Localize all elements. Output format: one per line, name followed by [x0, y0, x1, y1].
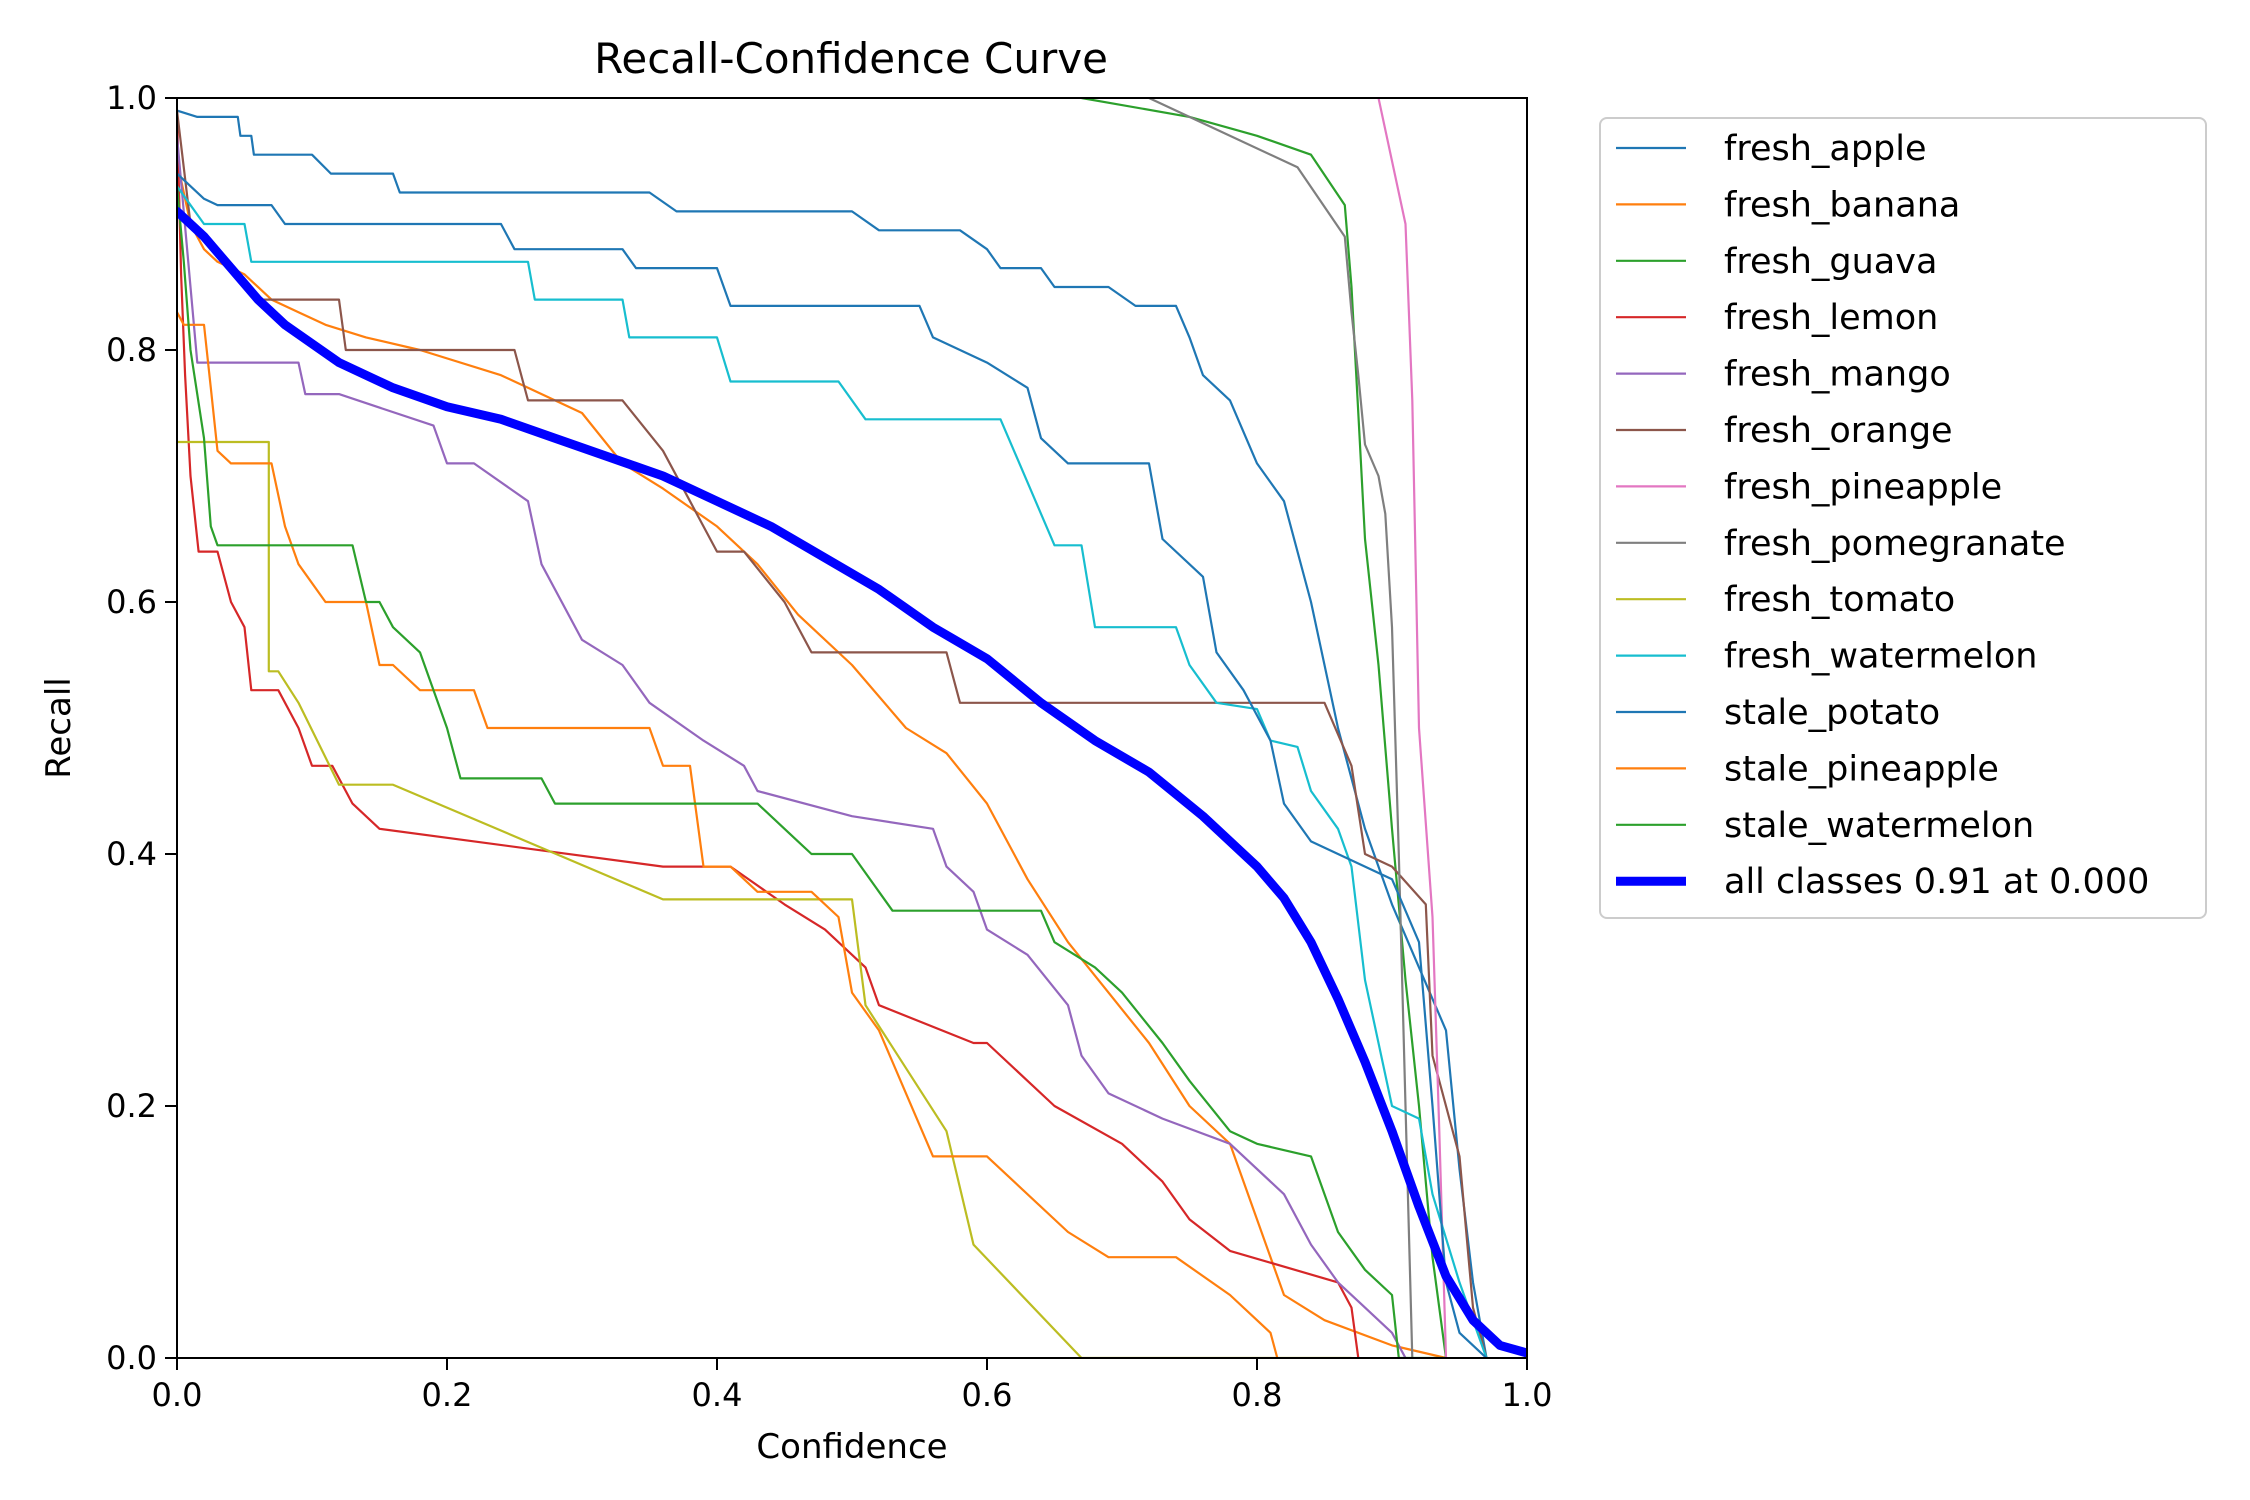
legend-label: stale_watermelon: [1724, 806, 2034, 846]
legend-label: fresh_tomato: [1724, 580, 1955, 620]
series-layer: [177, 98, 1527, 1358]
series-line-fresh-apple: [177, 109, 1488, 1358]
series-line-fresh-pineapple: [1377, 98, 1448, 1358]
series-line-all-classes-0-91-at-0-000: [177, 206, 1527, 1358]
x-tick-label: 0.2: [422, 1376, 473, 1414]
legend-label: fresh_mango: [1724, 355, 1951, 395]
series-line-fresh-watermelon: [177, 185, 1488, 1358]
legend-label: fresh_lemon: [1724, 298, 1938, 338]
y-axis: 0.0 0.2 0.4 0.6 0.8 1.0: [106, 79, 177, 1377]
legend-label: stale_potato: [1724, 693, 1940, 733]
series-line-fresh-orange: [177, 110, 1488, 1358]
y-tick-label: 1.0: [106, 79, 157, 117]
series-line-fresh-mango: [177, 135, 1407, 1358]
legend-label: fresh_watermelon: [1724, 637, 2037, 677]
series-line-fresh-lemon: [177, 110, 1360, 1358]
legend-label: fresh_pineapple: [1724, 467, 2002, 507]
plot-area: [176, 97, 1528, 1359]
x-tick-label: 0.0: [152, 1376, 203, 1414]
x-tick-label: 0.6: [962, 1376, 1013, 1414]
series-line-stale-potato: [177, 172, 1488, 1358]
series-line-stale-pineapple: [177, 311, 1279, 1358]
legend-label: fresh_pomegranate: [1724, 524, 2066, 564]
y-tick-label: 0.2: [106, 1087, 157, 1125]
legend-label: fresh_orange: [1724, 411, 1953, 451]
y-tick-label: 0.4: [106, 835, 157, 873]
y-tick-label: 0.0: [106, 1339, 157, 1377]
x-axis-label: Confidence: [756, 1427, 947, 1467]
series-line-stale-watermelon: [177, 186, 1446, 1358]
series-line-fresh-pomegranate: [1148, 98, 1414, 1358]
series-line-fresh-guava: [1081, 98, 1448, 1358]
x-tick-label: 1.0: [1502, 1376, 1553, 1414]
legend-frame: [1599, 117, 2207, 919]
x-tick-label: 0.4: [692, 1376, 743, 1414]
legend-label: stale_pineapple: [1724, 749, 1999, 789]
y-tick-label: 0.6: [106, 583, 157, 621]
legend-label: fresh_banana: [1724, 185, 1960, 225]
y-axis-label: Recall: [39, 677, 79, 778]
x-axis: 0.0 0.2 0.4 0.6 0.8 1.0: [152, 1358, 1553, 1414]
y-tick-label: 0.8: [106, 331, 157, 369]
legend-items: fresh_apple fresh_banana fresh_guava fresh_…: [1616, 129, 2149, 902]
series-line-fresh-tomato: [177, 440, 1352, 1358]
x-tick-label: 0.8: [1232, 1376, 1283, 1414]
chart-title: Recall-Confidence Curve: [594, 34, 1108, 83]
legend-label: all classes 0.91 at 0.000: [1724, 862, 2149, 902]
series-line-fresh-banana: [177, 160, 1447, 1358]
legend-label: fresh_guava: [1724, 242, 1937, 282]
legend-label: fresh_apple: [1724, 129, 1927, 169]
plot-frame: [176, 97, 1528, 1359]
legend: fresh_apple fresh_banana fresh_guava fresh_…: [1599, 117, 2207, 919]
